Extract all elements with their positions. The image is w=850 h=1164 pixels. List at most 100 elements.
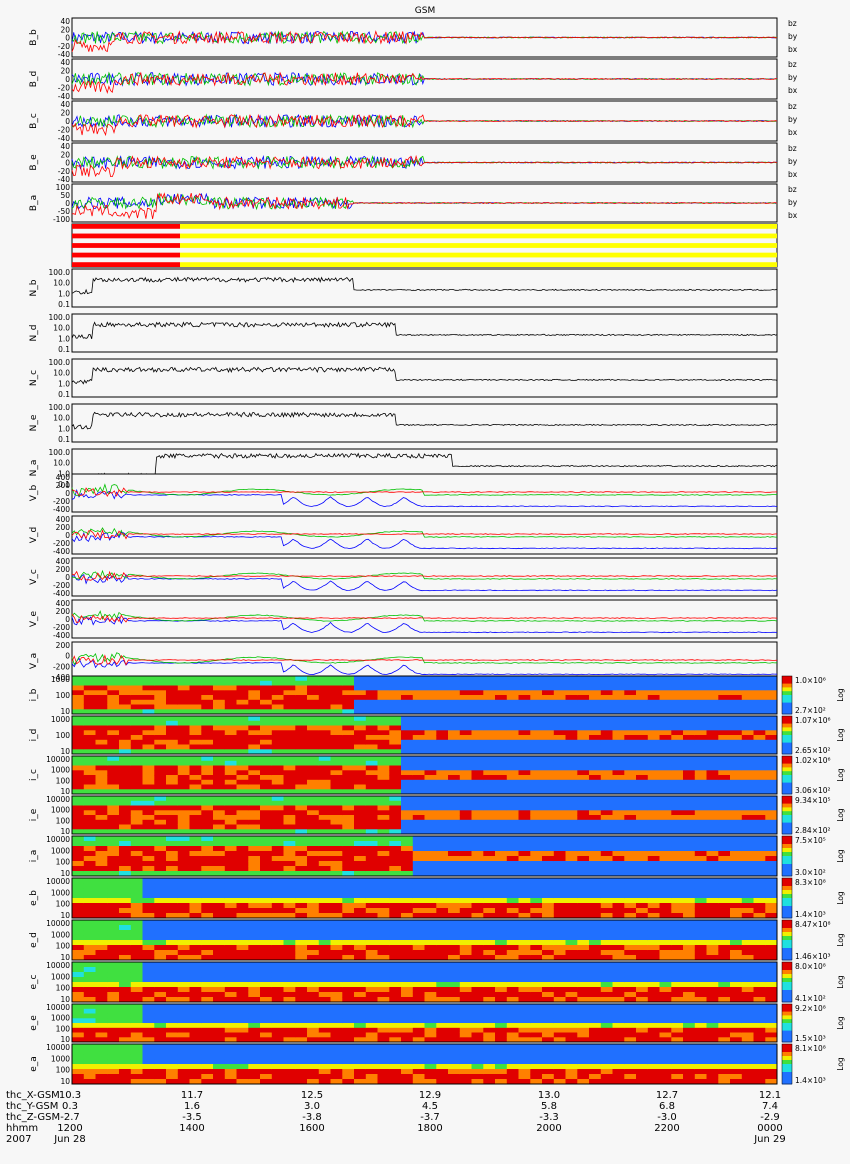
- spectrogram-cell: [318, 720, 331, 726]
- spectrogram-cell: [224, 1044, 237, 1050]
- spectrogram-cell: [565, 805, 578, 811]
- spectrogram-cell: [706, 972, 719, 978]
- spectrogram-cell: [377, 898, 390, 904]
- spectrogram-cell: [130, 800, 143, 806]
- spectrogram-cell: [483, 846, 496, 852]
- spectrogram-cell: [224, 962, 237, 968]
- spectrogram-cell: [600, 967, 613, 973]
- spectrogram-cell: [330, 815, 343, 821]
- spectrogram-cell: [459, 950, 472, 956]
- spectrogram-cell: [741, 871, 754, 877]
- spectrogram-cell: [72, 716, 85, 722]
- spectrogram-cell: [377, 982, 390, 988]
- spectrogram-cell: [683, 851, 696, 857]
- spectrogram-cell: [624, 760, 637, 766]
- spectrogram-cell: [271, 1032, 284, 1038]
- v-tick-label: -200: [53, 497, 70, 506]
- spectrogram-cell: [483, 1049, 496, 1055]
- spectrogram-cell: [130, 760, 143, 766]
- spectrogram-cell: [189, 765, 202, 771]
- spectrogram-cell: [765, 810, 778, 816]
- colorbar-min-label: 2.7×10²: [795, 706, 826, 715]
- spectrogram-cell: [201, 836, 214, 842]
- spectrogram-cell: [694, 685, 707, 691]
- spectrogram-cell: [224, 720, 237, 726]
- spectrogram-cell: [236, 1037, 249, 1043]
- spectrogram-cell: [624, 846, 637, 852]
- spectrogram-cell: [283, 903, 296, 909]
- spectrogram-cell: [283, 940, 296, 946]
- spectrogram-cell: [589, 1037, 602, 1043]
- spectrogram-cell: [248, 920, 261, 926]
- spectrogram-cell: [459, 846, 472, 852]
- spectrogram-cell: [248, 1059, 261, 1065]
- spectrogram-cell: [401, 725, 414, 731]
- spectrogram-cell: [354, 789, 367, 795]
- spectrogram-cell: [142, 690, 155, 696]
- spectrogram-cell: [307, 1004, 320, 1010]
- spectrogram-cell: [166, 699, 179, 705]
- spectrogram-cell: [260, 1027, 273, 1033]
- spectrogram-cell: [318, 930, 331, 936]
- spectrogram-cell: [177, 920, 190, 926]
- colorbar-swatch: [782, 803, 792, 808]
- spectrogram-cell: [718, 908, 731, 914]
- spectrogram-cell: [354, 972, 367, 978]
- spectrogram-cell: [295, 908, 308, 914]
- spectrogram-cell: [271, 1054, 284, 1060]
- spectrogram-cell: [636, 930, 649, 936]
- spectrogram-cell: [436, 730, 449, 736]
- spectrogram-cell: [271, 903, 284, 909]
- spectrogram-cell: [224, 950, 237, 956]
- spectrogram-cell: [647, 841, 660, 847]
- spectrogram-cell: [248, 770, 261, 776]
- spectrogram-cell: [318, 800, 331, 806]
- spectrogram-cell: [201, 925, 214, 931]
- spectrogram-cell: [436, 1027, 449, 1033]
- spectrogram-cell: [530, 810, 543, 816]
- spectrogram-cell: [448, 815, 461, 821]
- spectrogram-cell: [154, 871, 167, 877]
- spectrogram-cell: [283, 1079, 296, 1085]
- spectrogram-cell: [248, 739, 261, 745]
- spectrogram-cell: [307, 1074, 320, 1080]
- spectrogram-cell: [130, 950, 143, 956]
- spectrogram-cell: [718, 856, 731, 862]
- spectrogram-cell: [365, 685, 378, 691]
- spectrogram-cell: [753, 861, 766, 867]
- spectrogram-cell: [589, 690, 602, 696]
- v-tick-label: -200: [53, 539, 70, 548]
- spectrogram-cell: [718, 1023, 731, 1029]
- spectrogram-cell: [271, 720, 284, 726]
- spectrogram-cell: [389, 1018, 402, 1024]
- spectrogram-cell: [389, 920, 402, 926]
- spectrogram-cell: [659, 925, 672, 931]
- spectrogram-cell: [741, 955, 754, 961]
- spectrogram-cell: [647, 888, 660, 894]
- colorbar-swatch: [782, 840, 792, 845]
- spectrogram-cell: [295, 690, 308, 696]
- spectrogram-cell: [647, 866, 660, 872]
- spectrogram-cell: [718, 796, 731, 802]
- spectrogram-cell: [95, 1023, 108, 1029]
- spectrogram-cell: [189, 749, 202, 755]
- spectrogram-cell: [119, 1049, 132, 1055]
- spectrogram-cell: [213, 1004, 226, 1010]
- spectrogram-cell: [377, 725, 390, 731]
- spectrogram-cell: [459, 739, 472, 745]
- n-tick-label: 100.0: [49, 313, 71, 322]
- spectrogram-cell: [424, 846, 437, 852]
- spectrogram-cell: [119, 676, 132, 682]
- spectrogram-cell: [577, 982, 590, 988]
- spectrogram-cell: [624, 735, 637, 741]
- b-tick-label: -40: [58, 134, 70, 143]
- spectrogram-cell: [518, 784, 531, 790]
- spectrogram-cell: [553, 1023, 566, 1029]
- spectrogram-cell: [506, 1013, 519, 1019]
- colorbar-swatch: [782, 1023, 792, 1028]
- spectrogram-cell: [283, 770, 296, 776]
- spectrogram-cell: [377, 699, 390, 705]
- spectrogram-cell: [506, 760, 519, 766]
- spectrogram-cell: [506, 1059, 519, 1065]
